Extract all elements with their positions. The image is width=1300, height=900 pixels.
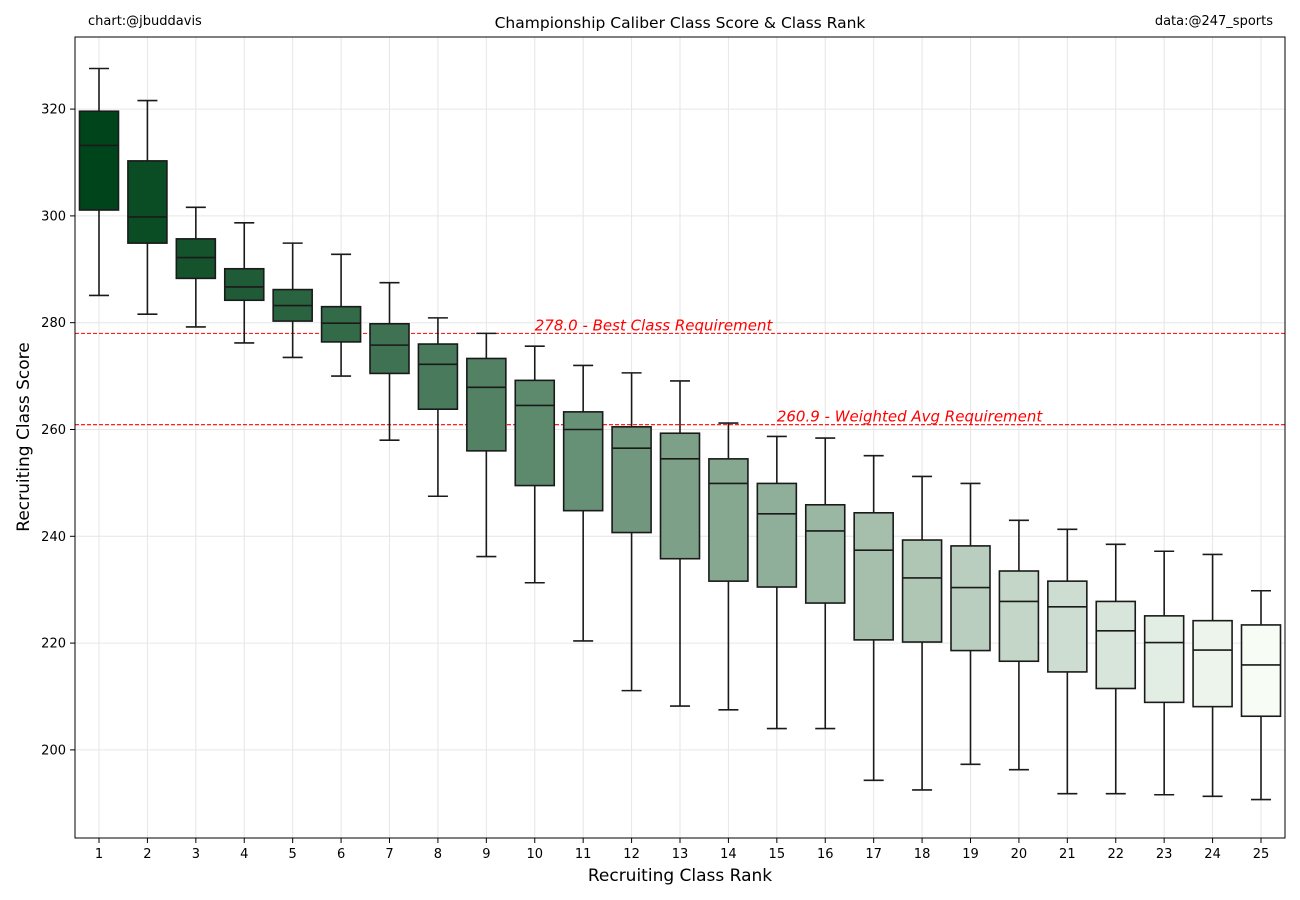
iqr-box xyxy=(320,305,362,343)
iqr-box xyxy=(223,267,265,302)
y-tick-label: 200 xyxy=(41,743,66,758)
iqr-box xyxy=(78,110,120,211)
x-tick-label: 2 xyxy=(143,847,151,862)
x-tick-label: 11 xyxy=(575,847,592,862)
iqr-box xyxy=(708,458,749,582)
x-tick-label: 22 xyxy=(1107,847,1124,862)
iqr-box xyxy=(1095,600,1137,690)
box-rank-7 xyxy=(369,281,410,441)
iqr-box xyxy=(901,539,943,643)
box-rank-14 xyxy=(708,422,749,711)
box-rank-8 xyxy=(417,317,459,498)
box-rank-6 xyxy=(320,253,362,377)
iqr-box xyxy=(804,503,846,604)
box-rank-24 xyxy=(1192,553,1233,798)
x-tick-label: 16 xyxy=(817,847,834,862)
x-tick-label: 12 xyxy=(623,847,640,862)
credit-left: chart:@jbuddavis xyxy=(88,14,202,29)
iqr-box xyxy=(1143,615,1185,704)
reference-lines: 278.0 - Best Class Requirement 260.9 - We… xyxy=(75,316,1285,426)
iqr-box xyxy=(127,160,168,244)
iqr-box xyxy=(417,343,459,410)
y-tick-label: 220 xyxy=(41,637,66,652)
box-rank-11 xyxy=(562,364,604,642)
x-tick-label: 10 xyxy=(526,847,543,862)
iqr-box xyxy=(562,411,604,512)
chart-title: Championship Caliber Class Score & Class… xyxy=(495,14,866,32)
x-tick-label: 5 xyxy=(289,847,297,862)
credit-right: data:@247_sports xyxy=(1155,14,1273,29)
y-tick-label: 300 xyxy=(41,209,66,224)
x-tick-label: 18 xyxy=(914,847,931,862)
x-tick-label: 19 xyxy=(962,847,979,862)
box-rank-5 xyxy=(272,242,313,359)
iqr-box xyxy=(175,238,217,280)
box-rank-19 xyxy=(950,482,991,766)
y-tick-label: 280 xyxy=(41,316,66,331)
boxes xyxy=(78,67,1282,801)
y-axis-title: Recruiting Class Score xyxy=(14,342,34,531)
iqr-box xyxy=(950,545,991,652)
x-tick-label: 9 xyxy=(482,847,490,862)
box-rank-4 xyxy=(223,222,265,344)
x-tick-label: 21 xyxy=(1059,847,1076,862)
x-tick-label: 8 xyxy=(434,847,442,862)
box-rank-13 xyxy=(659,380,701,707)
iqr-box xyxy=(611,426,652,534)
iqr-box xyxy=(756,482,798,588)
x-tick-label: 4 xyxy=(240,847,248,862)
iqr-box xyxy=(659,432,701,560)
y-tick-label: 240 xyxy=(41,530,66,545)
box-rank-3 xyxy=(175,206,217,328)
iqr-box xyxy=(853,511,894,641)
iqr-box xyxy=(466,357,507,452)
iqr-box xyxy=(998,570,1040,663)
x-tick-label: 14 xyxy=(720,847,737,862)
box-rank-17 xyxy=(853,454,894,782)
box-rank-22 xyxy=(1095,543,1137,795)
reference-line-label: 260.9 - Weighted Avg Requirement xyxy=(777,408,1044,426)
box-rank-10 xyxy=(514,345,556,584)
box-rank-9 xyxy=(466,332,507,558)
iqr-box xyxy=(1047,580,1088,673)
box-rank-12 xyxy=(611,372,652,692)
x-tick-label: 3 xyxy=(192,847,200,862)
box-rank-21 xyxy=(1047,528,1088,795)
x-tick-label: 23 xyxy=(1156,847,1173,862)
x-axis-title: Recruiting Class Rank xyxy=(588,866,772,886)
iqr-box xyxy=(369,322,410,375)
reference-line-label: 278.0 - Best Class Requirement xyxy=(535,316,774,334)
x-tick-label: 7 xyxy=(385,847,393,862)
x-tick-label: 13 xyxy=(672,847,689,862)
box-rank-18 xyxy=(901,475,943,791)
box-rank-2 xyxy=(127,99,168,315)
y-tick-label: 320 xyxy=(41,103,66,118)
x-tick-label: 20 xyxy=(1011,847,1028,862)
iqr-box xyxy=(514,379,556,487)
box-rank-15 xyxy=(756,435,798,730)
box-rank-25 xyxy=(1240,589,1282,801)
x-tick-label: 15 xyxy=(769,847,786,862)
box-rank-16 xyxy=(804,437,846,730)
x-tick-label: 1 xyxy=(95,847,103,862)
x-tick-label: 25 xyxy=(1253,847,1270,862)
x-tick-label: 6 xyxy=(337,847,345,862)
box-rank-23 xyxy=(1143,550,1185,796)
x-tick-label: 24 xyxy=(1204,847,1221,862)
x-tick-label: 17 xyxy=(865,847,882,862)
box-rank-20 xyxy=(998,519,1040,771)
iqr-box xyxy=(1240,624,1282,718)
y-tick-label: 260 xyxy=(41,423,66,438)
iqr-box xyxy=(1192,619,1233,708)
box-rank-1 xyxy=(78,67,120,297)
